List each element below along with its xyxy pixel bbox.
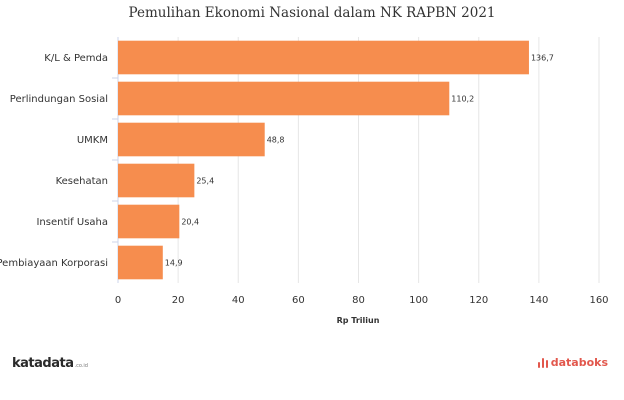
category-label-2: Perlindungan Sosial	[10, 94, 108, 105]
x-tick-label-120: 120	[469, 295, 488, 306]
x-tick-label-0: 0	[115, 295, 121, 306]
category-label-1: K/L & Pemda	[44, 53, 108, 64]
value-label-3: 48,8	[267, 136, 285, 145]
bars	[118, 40, 529, 280]
bar-6	[118, 245, 163, 280]
bar-1	[118, 40, 529, 75]
bar-3	[118, 122, 265, 157]
databoks-bars-icon	[537, 356, 548, 368]
databoks-logo: databoks	[537, 353, 608, 371]
databoks-brand: databoks	[550, 355, 608, 369]
x-tick-label-60: 60	[292, 295, 305, 306]
bar-2	[118, 81, 450, 116]
grid	[112, 37, 600, 283]
bar-5	[118, 204, 180, 239]
x-tick-label-40: 40	[232, 295, 245, 306]
value-label-1: 136,7	[531, 54, 554, 63]
value-label-4: 25,4	[196, 177, 214, 186]
value-label-5: 20,4	[181, 218, 199, 227]
value-label-2: 110,2	[451, 95, 474, 104]
category-label-5: Insentif Usaha	[36, 217, 108, 228]
x-tick-label-140: 140	[529, 295, 548, 306]
labels: 0 20 40 60 80 100 120 140 160 K/L & Pemda 136,7 Per…	[0, 53, 609, 306]
chart-title: Pemulihan Ekonomi Nasional dalam NK RAPB…	[128, 5, 495, 21]
x-tick-label-20: 20	[172, 295, 185, 306]
category-label-4: Kesehatan	[56, 176, 108, 187]
x-tick-label-80: 80	[352, 295, 365, 306]
katadata-brand: katadata	[12, 355, 74, 371]
bar-4	[118, 163, 195, 198]
category-label-6: Pembiayaan Korporasi	[0, 258, 108, 269]
x-tick-label-160: 160	[589, 295, 608, 306]
x-axis-title: Rp Triliun	[337, 316, 380, 325]
category-label-3: UMKM	[77, 135, 108, 146]
katadata-brand-suffix: .co.id	[74, 362, 88, 369]
x-tick-label-100: 100	[409, 295, 428, 306]
katadata-logo: katadata .co.id	[12, 354, 88, 372]
value-label-6: 14,9	[165, 259, 183, 268]
